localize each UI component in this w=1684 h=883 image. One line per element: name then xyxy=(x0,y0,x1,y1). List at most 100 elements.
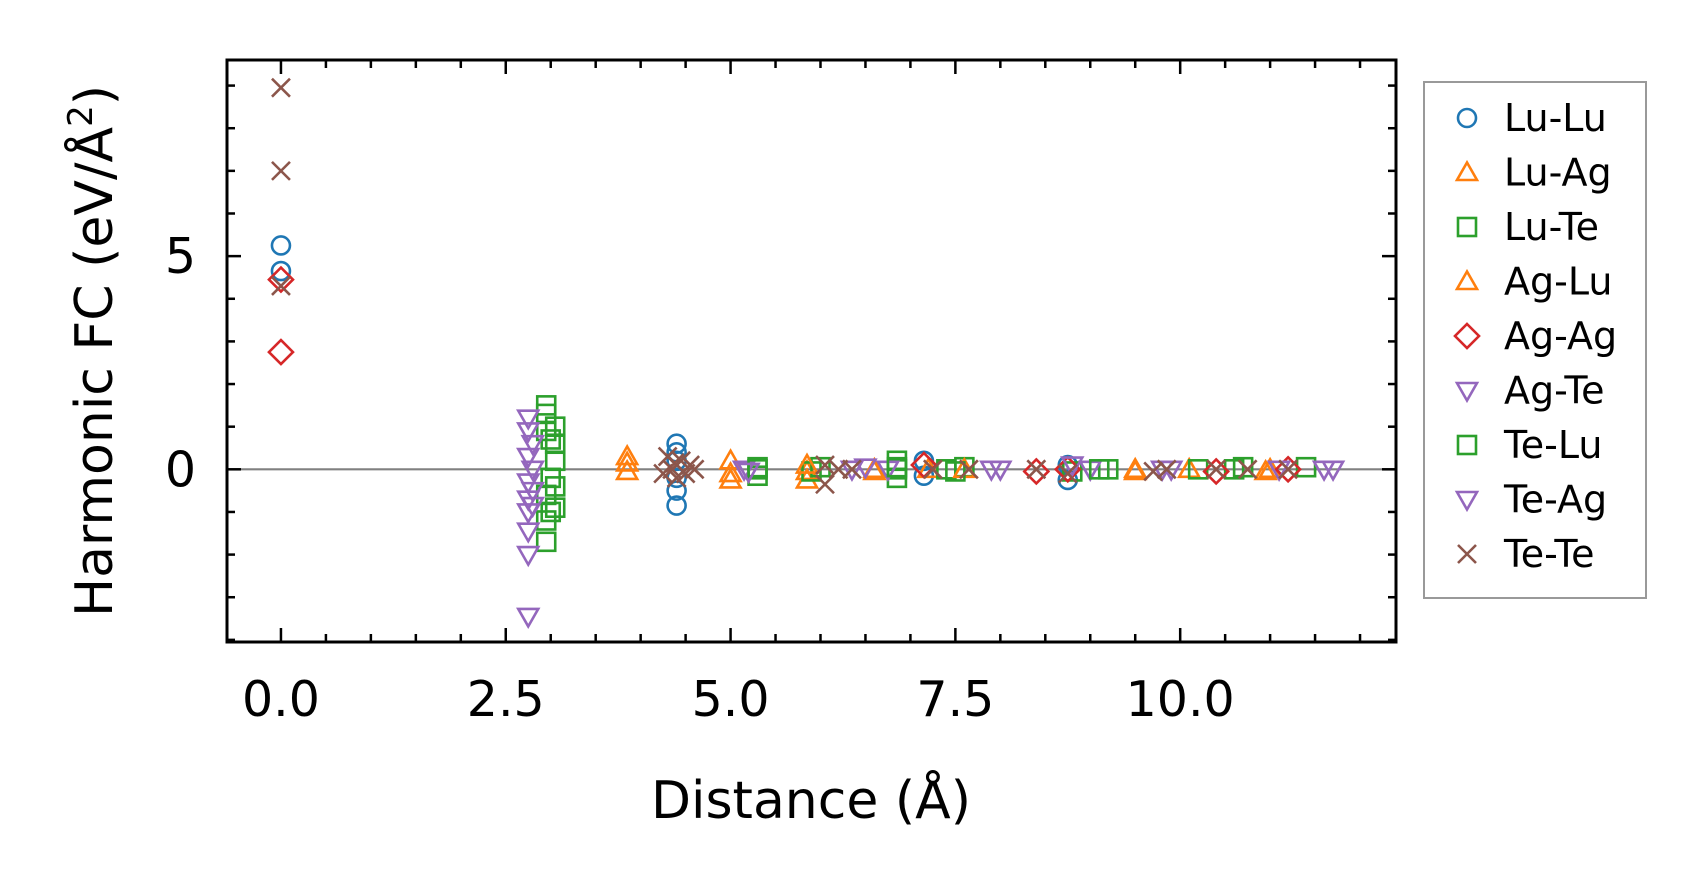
data-point xyxy=(839,460,865,482)
y-axis-title: Harmonic FC (eV/Å2) xyxy=(61,85,125,617)
y-axis-title-end: ) xyxy=(65,85,125,105)
data-point xyxy=(815,455,835,475)
data-point xyxy=(684,459,705,480)
legend-label: Ag-Te xyxy=(1504,369,1604,413)
data-points xyxy=(267,77,1346,630)
data-point xyxy=(1253,458,1278,481)
data-point xyxy=(516,522,541,544)
legend-label: Lu-Te xyxy=(1504,205,1599,249)
data-point xyxy=(810,456,831,478)
data-point xyxy=(516,422,541,444)
axis-ticks xyxy=(227,60,1396,642)
data-point xyxy=(1202,457,1230,486)
legend-entry-Ag-Lu: Ag-Lu xyxy=(1454,260,1612,304)
legend-label: Lu-Ag xyxy=(1504,151,1612,195)
y-tick-label: 0 xyxy=(165,441,196,498)
data-point xyxy=(718,467,743,489)
data-point xyxy=(853,458,878,480)
legend-label: Te-Te xyxy=(1503,532,1595,576)
legend-label: Ag-Lu xyxy=(1504,260,1612,304)
legend-marker xyxy=(1453,322,1481,350)
data-point xyxy=(1278,459,1299,480)
data-point xyxy=(544,497,566,518)
data-point xyxy=(1274,455,1302,484)
legend-entry-Te-Lu: Te-Lu xyxy=(1456,423,1602,467)
legend-entry-Ag-Ag: Ag-Ag xyxy=(1453,314,1617,358)
data-point xyxy=(718,460,743,483)
legend-marker xyxy=(1456,434,1478,456)
plot-frame xyxy=(225,58,1398,644)
data-point xyxy=(267,265,295,294)
data-point xyxy=(614,450,640,472)
legend-entry-Lu-Ag: Lu-Ag xyxy=(1454,151,1612,195)
legend-marker xyxy=(1454,490,1480,513)
legend-entry-Lu-Lu: Lu-Lu xyxy=(1456,96,1607,140)
legend-label: Ag-Ag xyxy=(1504,314,1617,358)
data-point xyxy=(516,607,541,630)
data-point xyxy=(540,501,562,523)
data-point xyxy=(267,338,295,366)
data-point xyxy=(271,77,291,98)
data-point xyxy=(520,481,545,504)
data-point xyxy=(516,409,541,431)
data-point xyxy=(1122,456,1148,479)
data-point xyxy=(1311,460,1337,482)
x-axis-title: Distance (Å) xyxy=(651,769,971,831)
series-Te-Ag xyxy=(520,434,1337,519)
data-point xyxy=(842,459,862,480)
series-Ag-Te xyxy=(516,409,1346,630)
tick-labels: 0.0 2.5 5.0 7.5 10.0 0 5 xyxy=(165,228,1235,728)
data-point xyxy=(1060,456,1085,478)
data-point xyxy=(794,452,820,474)
data-point xyxy=(544,450,566,472)
legend-box xyxy=(1423,81,1647,599)
data-point xyxy=(664,453,685,473)
data-point xyxy=(516,545,541,568)
data-point xyxy=(520,460,545,482)
legend-marker xyxy=(1456,216,1478,238)
data-point xyxy=(1232,456,1254,478)
data-point xyxy=(271,160,291,181)
legend-entries: Lu-Lu Lu-Ag Lu-Te Ag-Lu Ag-Ag Ag-Te Te-Lu Te-Ag… xyxy=(1453,96,1617,576)
y-tick-label: 5 xyxy=(165,228,196,285)
legend-marker xyxy=(1454,381,1480,404)
legend-entry-Te-Ag: Te-Ag xyxy=(1454,478,1607,522)
legend-marker xyxy=(1457,544,1477,564)
x-tick-label: 7.5 xyxy=(916,671,994,728)
data-point xyxy=(1088,459,1110,480)
data-point xyxy=(1257,456,1283,479)
legend-entry-Lu-Te: Lu-Te xyxy=(1456,205,1599,249)
data-point xyxy=(516,447,541,470)
data-point xyxy=(945,461,966,482)
x-tick-label: 2.5 xyxy=(467,671,545,728)
data-point xyxy=(747,459,768,480)
data-point xyxy=(666,495,687,516)
legend-label: Te-Lu xyxy=(1503,423,1602,467)
y-axis-title-sup: 2 xyxy=(61,105,101,127)
legend-marker xyxy=(1454,159,1480,182)
x-tick-label: 10.0 xyxy=(1126,671,1235,728)
data-point xyxy=(988,460,1013,482)
legend-entry-Ag-Te: Ag-Te xyxy=(1454,369,1604,413)
legend-marker xyxy=(1454,268,1480,291)
data-point xyxy=(1237,459,1258,480)
x-tick-label: 5.0 xyxy=(692,671,770,728)
data-point xyxy=(886,456,908,478)
data-point xyxy=(270,260,292,282)
legend-label: Lu-Lu xyxy=(1504,96,1607,140)
series-Te-Te xyxy=(271,77,1299,495)
data-point xyxy=(540,467,562,489)
data-point xyxy=(520,496,545,519)
data-point xyxy=(1206,459,1227,480)
data-point xyxy=(1022,457,1051,486)
legend-entry-Te-Te: Te-Te xyxy=(1457,532,1595,576)
x-tick-label: 0.0 xyxy=(242,671,320,728)
data-point xyxy=(1156,459,1177,480)
data-point xyxy=(1057,463,1078,484)
y-axis-title-main: Harmonic FC (eV/Å xyxy=(63,126,125,617)
data-point xyxy=(736,462,761,485)
series-Te-Lu xyxy=(540,429,1254,523)
legend-marker xyxy=(1456,107,1478,129)
legend: Lu-Lu Lu-Ag Lu-Te Ag-Lu Ag-Ag Ag-Te Te-Lu Te-Ag… xyxy=(1423,81,1647,599)
